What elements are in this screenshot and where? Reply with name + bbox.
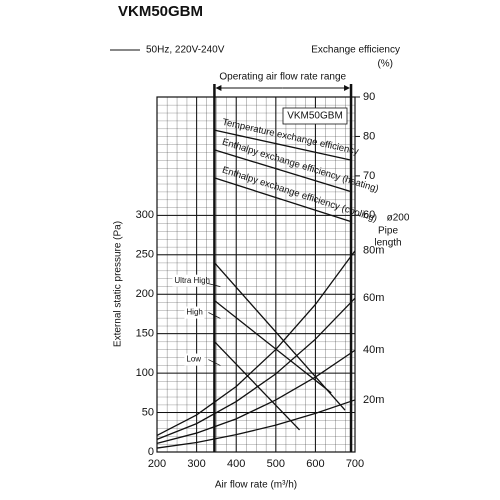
y-axis-title: External static pressure (Pa) <box>113 221 124 347</box>
y2-tick-label: 60 <box>363 209 375 221</box>
chart-title: VKM50GBM <box>118 3 203 20</box>
x-tick-label: 300 <box>187 458 205 470</box>
plot-grid <box>156 96 356 453</box>
fan-curve <box>213 341 301 431</box>
range-label: Operating air flow rate range <box>219 72 346 83</box>
resistance-curve <box>156 250 356 437</box>
efficiency-line <box>214 177 352 223</box>
inset-label: VKM50GBM <box>287 111 343 122</box>
y2-tick-label: 70 <box>363 170 375 182</box>
y-tick-label: 50 <box>142 406 154 418</box>
x-tick-label: 700 <box>346 458 364 470</box>
fan-speed-label: High <box>186 308 202 317</box>
fan-label-bg <box>184 353 205 366</box>
efficiency-line <box>214 149 352 193</box>
fan-speed-label: Low <box>186 355 201 364</box>
resistance-curve <box>156 349 356 444</box>
y2-axis-unit: (%) <box>377 59 393 70</box>
y-tick-label: 300 <box>136 209 154 221</box>
efficiency-line <box>214 129 352 161</box>
power-note: 50Hz, 220V-240V <box>146 45 225 56</box>
leader-line <box>208 312 221 319</box>
pipe-length-label: 40m <box>363 344 384 356</box>
inset-label-bg <box>282 107 348 125</box>
x-tick-label: 200 <box>148 458 166 470</box>
y-tick-label: 150 <box>136 328 154 340</box>
x-axis-title: Air flow rate (m³/h) <box>215 480 297 491</box>
fan-curve <box>214 300 332 394</box>
leader-line <box>208 359 221 366</box>
pipe-label: length <box>374 238 401 249</box>
y2-tick-label: 80 <box>363 130 375 142</box>
fan-label-bg <box>184 306 205 319</box>
y-tick-label: 200 <box>136 288 154 300</box>
pipe-label: Pipe <box>378 226 398 237</box>
y-tick-label: 100 <box>136 367 154 379</box>
resistance-curve <box>156 399 356 449</box>
pipe-label: ø200 <box>387 213 410 224</box>
fan-label-bg <box>172 274 207 287</box>
range-label-bg <box>212 70 353 84</box>
y-tick-label: 250 <box>136 249 154 261</box>
x-tick-label: 500 <box>267 458 285 470</box>
fan-speed-label: Ultra High <box>174 276 210 285</box>
y-tick-label: 0 <box>148 446 154 458</box>
y2-tick-label: 90 <box>363 91 375 103</box>
resistance-curve <box>156 297 356 440</box>
x-tick-label: 600 <box>306 458 324 470</box>
pipe-length-label: 80m <box>363 245 384 257</box>
y2-axis-title: Exchange efficiency <box>311 45 400 56</box>
fan-curve <box>213 262 346 411</box>
pipe-length-label: 60m <box>363 292 384 304</box>
pipe-length-label: 20m <box>363 394 384 406</box>
x-tick-label: 400 <box>227 458 245 470</box>
